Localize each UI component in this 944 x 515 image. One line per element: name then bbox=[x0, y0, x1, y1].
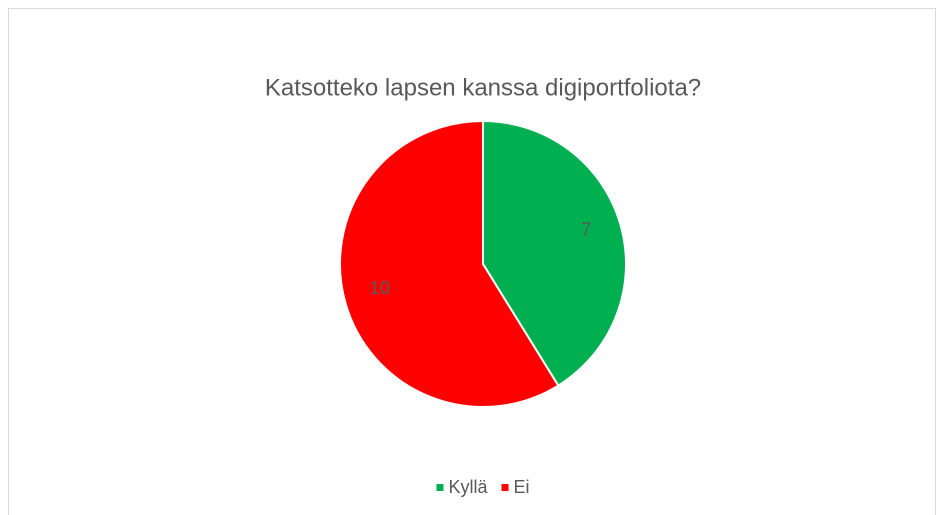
data-label: 10 bbox=[370, 278, 390, 298]
legend-swatch bbox=[436, 484, 444, 491]
data-label: 7 bbox=[581, 219, 591, 239]
chart-title: Katsotteko lapsen kanssa digiportfoliota… bbox=[265, 74, 701, 101]
pie-slice bbox=[339, 119, 560, 408]
legend-label: Ei bbox=[514, 477, 530, 497]
legend-label: Kyllä bbox=[448, 477, 488, 497]
pie-slice bbox=[482, 119, 627, 387]
legend-swatch bbox=[501, 484, 509, 491]
